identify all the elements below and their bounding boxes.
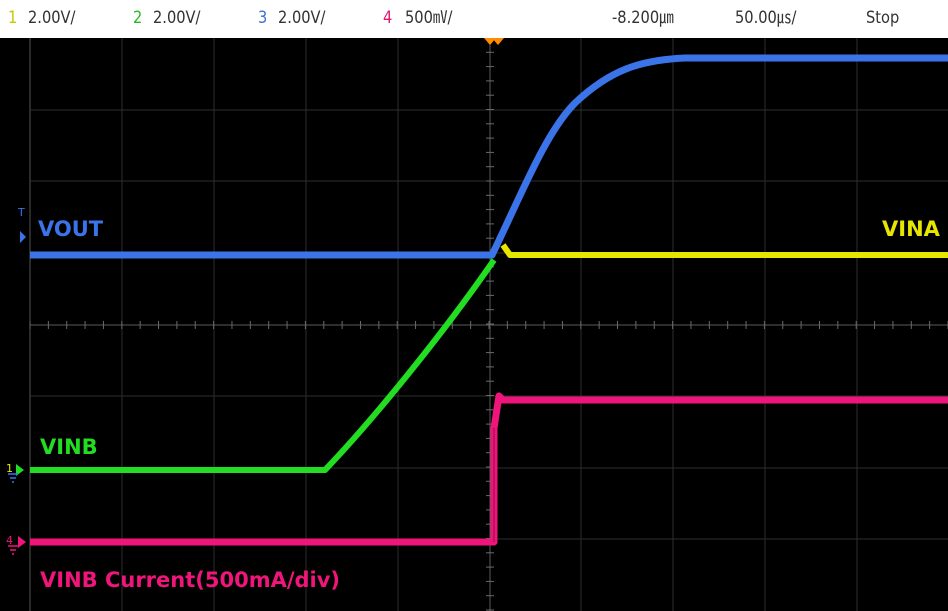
scope-display: VOUT VINA VINB VINB Current(500mA/div) T… xyxy=(6,38,948,611)
ch2-scale[interactable]: 2.00V/ xyxy=(153,8,201,28)
ch3-scale[interactable]: 2.00V/ xyxy=(278,8,326,28)
ch1-number[interactable]: 1 xyxy=(8,8,18,28)
ch2-ground-icon xyxy=(8,473,18,483)
trigger-position-icon[interactable] xyxy=(484,38,504,45)
status-bar: 1 2.00V/ 2 2.00V/ 3 2.00V/ 4 500㎷/ -8.20… xyxy=(0,0,948,38)
ch3-waveform xyxy=(30,54,948,259)
ch2-waveform xyxy=(30,258,497,473)
ch3-marker-arrow-icon xyxy=(20,231,26,243)
ch4-waveform xyxy=(30,392,948,546)
ch1-scale[interactable]: 2.00V/ xyxy=(28,8,76,28)
ch4-number[interactable]: 4 xyxy=(383,8,393,28)
ch4-ground-icon xyxy=(8,545,18,555)
trigger-delay-readout[interactable]: -8.200㎛ xyxy=(612,8,674,28)
ch3-number[interactable]: 3 xyxy=(258,8,268,28)
vinb-label: VINB xyxy=(40,435,98,459)
ch4-scale[interactable]: 500㎷/ xyxy=(405,8,453,28)
ch2-number[interactable]: 2 xyxy=(133,8,143,28)
vout-label: VOUT xyxy=(38,217,104,241)
ch4-marker-arrow-icon xyxy=(18,536,26,548)
timebase-readout[interactable]: 50.00㎲/ xyxy=(735,8,797,28)
ch2-marker-text: 1 xyxy=(6,462,13,475)
ch1-waveform xyxy=(500,243,948,258)
ch4-ground-marker[interactable]: 4 xyxy=(6,534,26,555)
vinb-current-label: VINB Current(500mA/div) xyxy=(40,568,340,592)
ch3-marker-text: T xyxy=(17,206,25,219)
ch2-marker-arrow-icon xyxy=(16,464,24,476)
ch2-ground-marker[interactable]: 1 xyxy=(6,462,24,483)
run-state-indicator[interactable]: Stop xyxy=(866,8,900,28)
ch3-ground-marker[interactable]: T xyxy=(17,206,26,243)
ch4-trace xyxy=(30,392,948,546)
ch4-marker-text: 4 xyxy=(6,534,13,547)
vina-label: VINA xyxy=(882,217,941,241)
graticule-ticks xyxy=(29,38,948,611)
